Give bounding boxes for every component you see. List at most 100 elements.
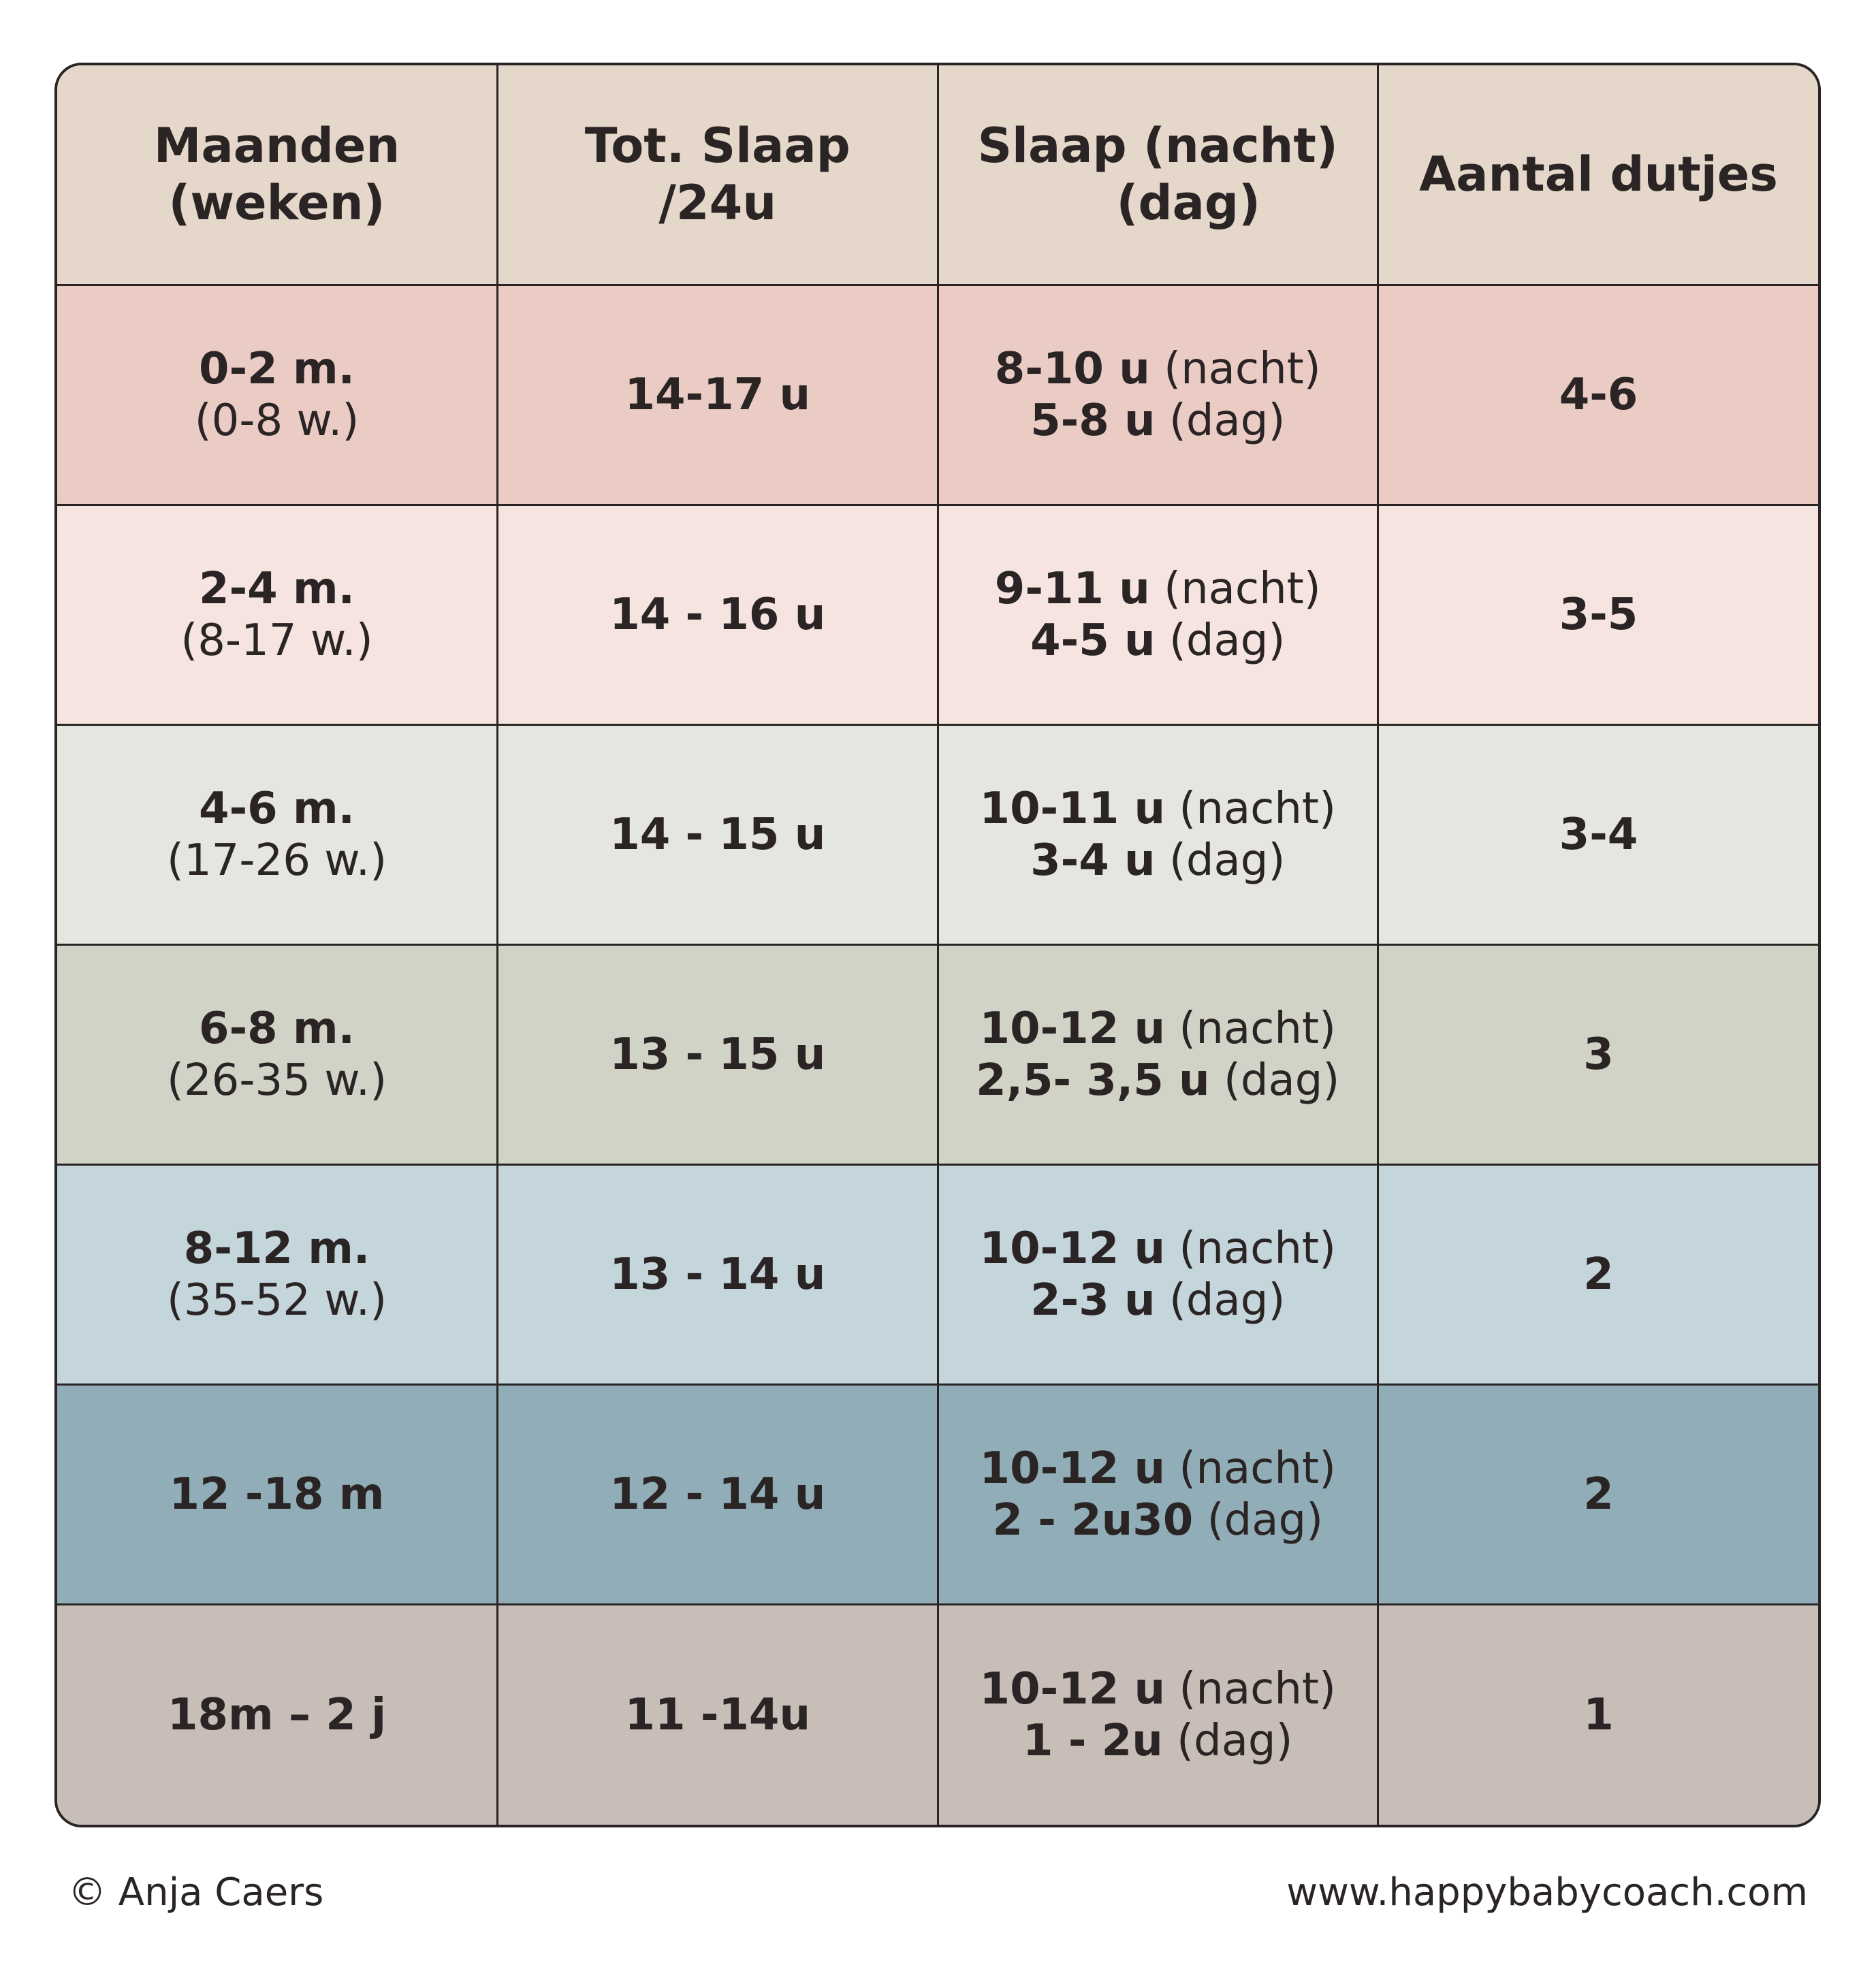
total-sleep: 12 - 14 u — [609, 1469, 826, 1520]
day-sleep: 3-4 u (dag) — [953, 835, 1364, 886]
night-day-sleep-cell: 10-11 u (nacht) 3-4 u (dag) — [936, 723, 1379, 946]
night-sleep-value: 10-12 u — [979, 1003, 1166, 1054]
naps-count: 3-5 — [1559, 589, 1638, 640]
naps-cell: 3-5 — [1377, 503, 1818, 726]
night-day-sleep-cell: 10-12 u (nacht) 2,5- 3,5 u (dag) — [936, 943, 1379, 1166]
night-label: (nacht) — [1179, 1664, 1336, 1715]
naps-cell: 4-6 — [1377, 283, 1818, 506]
night-sleep-value: 10-12 u — [979, 1664, 1166, 1715]
age-months: 4-6 m. — [199, 783, 355, 834]
night-day-sleep-cell: 10-12 u (nacht) 2 - 2u30 (dag) — [936, 1384, 1379, 1606]
day-label: (dag) — [1168, 395, 1286, 446]
day-label: (dag) — [1207, 1495, 1324, 1546]
night-sleep: 10-12 u (nacht) — [953, 1003, 1364, 1055]
header-total-sleep: Tot. Slaap /24u — [496, 65, 939, 286]
day-sleep: 2 - 2u30 (dag) — [953, 1494, 1364, 1546]
naps-count: 2 — [1583, 1469, 1614, 1520]
age-weeks: (26-35 w.) — [166, 1055, 387, 1106]
age-months: 0-2 m. — [199, 343, 355, 394]
website-link[interactable]: www.happybabycoach.com — [1286, 1870, 1808, 1915]
day-sleep: 2,5- 3,5 u (dag) — [953, 1055, 1364, 1106]
day-label: (dag) — [1223, 1055, 1340, 1106]
table-row: 6-8 m. (26-35 w.) 13 - 15 u 10-12 u (nac… — [57, 943, 1818, 1166]
age-cell: 4-6 m. (17-26 w.) — [57, 723, 498, 946]
day-sleep-value: 3-4 u — [1030, 835, 1156, 886]
total-sleep: 14 - 16 u — [609, 589, 826, 640]
day-sleep: 2-3 u (dag) — [953, 1275, 1364, 1326]
sleep-table: Maanden (weken) Tot. Slaap /24u Slaap (n… — [57, 65, 1818, 1825]
naps-count: 4-6 — [1559, 369, 1638, 420]
table-row: 4-6 m. (17-26 w.) 14 - 15 u 10-11 u (nac… — [57, 723, 1818, 946]
day-sleep-value: 2,5- 3,5 u — [976, 1055, 1210, 1106]
night-sleep: 9-11 u (nacht) — [953, 563, 1364, 615]
table-row: 12 -18 m 12 - 14 u 10-12 u (nacht) 2 - 2… — [57, 1384, 1818, 1606]
naps-cell: 1 — [1377, 1603, 1818, 1825]
total-sleep: 14 - 15 u — [609, 809, 826, 860]
table-row: 2-4 m. (8-17 w.) 14 - 16 u 9-11 u (nacht… — [57, 503, 1818, 726]
night-label: (nacht) — [1179, 1443, 1336, 1494]
day-sleep-value: 1 - 2u — [1023, 1716, 1163, 1767]
night-sleep: 10-12 u (nacht) — [953, 1663, 1364, 1715]
total-sleep-cell: 14 - 16 u — [496, 503, 939, 726]
age-months: 6-8 m. — [199, 1003, 355, 1054]
day-label: (dag) — [1168, 1275, 1286, 1326]
age-cell: 18m – 2 j — [57, 1603, 498, 1825]
naps-cell: 2 — [1377, 1384, 1818, 1606]
night-sleep-value: 9-11 u — [994, 563, 1150, 614]
age-months: 18m – 2 j — [167, 1690, 387, 1741]
naps-count: 1 — [1583, 1690, 1614, 1741]
night-sleep: 8-10 u (nacht) — [953, 343, 1364, 395]
day-sleep-value: 5-8 u — [1030, 395, 1156, 446]
day-label: (dag) — [1168, 615, 1286, 666]
night-label: (nacht) — [1164, 343, 1321, 394]
naps-cell: 3-4 — [1377, 723, 1818, 946]
sleep-table-container: Maanden (weken) Tot. Slaap /24u Slaap (n… — [54, 63, 1821, 1827]
age-cell: 2-4 m. (8-17 w.) — [57, 503, 498, 726]
night-sleep-value: 10-11 u — [979, 783, 1166, 834]
age-months: 12 -18 m — [169, 1469, 385, 1520]
age-cell: 8-12 m. (35-52 w.) — [57, 1164, 498, 1386]
naps-cell: 3 — [1377, 943, 1818, 1166]
night-day-sleep-cell: 10-12 u (nacht) 1 - 2u (dag) — [936, 1603, 1379, 1825]
total-sleep: 14-17 u — [624, 369, 811, 420]
night-label: (nacht) — [1164, 563, 1321, 614]
total-sleep-cell: 11 -14u — [496, 1603, 939, 1825]
night-sleep: 10-12 u (nacht) — [953, 1223, 1364, 1275]
day-sleep: 4-5 u (dag) — [953, 615, 1364, 667]
day-sleep-value: 2 - 2u30 — [992, 1495, 1194, 1546]
copyright-text: © Anja Caers — [68, 1870, 324, 1915]
age-months: 8-12 m. — [183, 1224, 370, 1275]
night-sleep-value: 10-12 u — [979, 1224, 1166, 1275]
night-sleep-value: 10-12 u — [979, 1443, 1166, 1494]
age-weeks: (8-17 w.) — [180, 615, 373, 666]
age-cell: 6-8 m. (26-35 w.) — [57, 943, 498, 1166]
night-sleep: 10-11 u (nacht) — [953, 783, 1364, 835]
table-row: 18m – 2 j 11 -14u 10-12 u (nacht) 1 - 2u… — [57, 1603, 1818, 1825]
day-sleep: 1 - 2u (dag) — [953, 1715, 1364, 1767]
naps-count: 3-4 — [1559, 809, 1638, 860]
night-label: (nacht) — [1179, 1224, 1336, 1275]
naps-count: 3 — [1583, 1029, 1614, 1080]
day-label: (dag) — [1177, 1716, 1293, 1767]
table-row: 8-12 m. (35-52 w.) 13 - 14 u 10-12 u (na… — [57, 1164, 1818, 1386]
night-day-sleep-cell: 9-11 u (nacht) 4-5 u (dag) — [936, 503, 1379, 726]
age-cell: 12 -18 m — [57, 1384, 498, 1606]
total-sleep: 13 - 15 u — [609, 1029, 826, 1080]
age-weeks: (17-26 w.) — [166, 835, 387, 886]
night-day-sleep-cell: 8-10 u (nacht) 5-8 u (dag) — [936, 283, 1379, 506]
night-sleep: 10-12 u (nacht) — [953, 1443, 1364, 1494]
header-naps: Aantal dutjes — [1377, 65, 1818, 286]
night-label: (nacht) — [1179, 1003, 1336, 1054]
total-sleep-cell: 12 - 14 u — [496, 1384, 939, 1606]
day-sleep-value: 4-5 u — [1030, 615, 1156, 666]
total-sleep-cell: 13 - 15 u — [496, 943, 939, 1166]
header-sleep-night-day: Slaap (nacht) (dag) — [936, 65, 1379, 286]
naps-cell: 2 — [1377, 1164, 1818, 1386]
age-months: 2-4 m. — [199, 563, 355, 614]
night-label: (nacht) — [1179, 783, 1336, 834]
day-sleep-value: 2-3 u — [1030, 1275, 1156, 1326]
naps-count: 2 — [1583, 1249, 1614, 1300]
total-sleep: 13 - 14 u — [609, 1249, 826, 1300]
header-months: Maanden (weken) — [57, 65, 498, 286]
header-row: Maanden (weken) Tot. Slaap /24u Slaap (n… — [57, 65, 1818, 286]
